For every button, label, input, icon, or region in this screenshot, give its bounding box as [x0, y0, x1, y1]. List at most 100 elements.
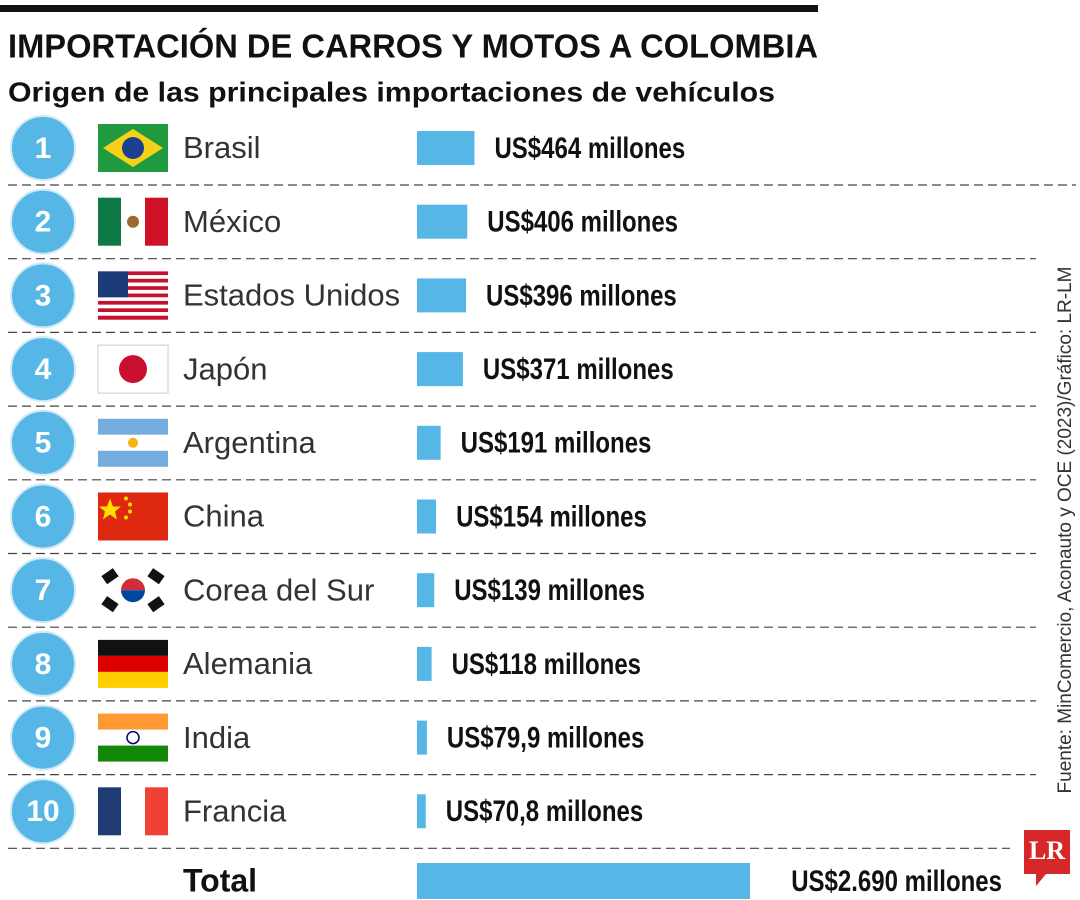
- rank-badge: [10, 630, 76, 697]
- rank-badge: [10, 115, 76, 181]
- rank-badge: [10, 409, 76, 476]
- flag-part: [119, 355, 147, 384]
- country-name: Corea del Sur: [183, 572, 374, 607]
- flag-part: [126, 730, 140, 745]
- country-name: México: [183, 204, 281, 239]
- flag-part: [98, 278, 168, 283]
- rank-number: 5: [35, 427, 52, 460]
- flag-part: [147, 596, 165, 613]
- flag-part: [98, 271, 128, 298]
- rank-badge: [10, 704, 76, 771]
- flag: [98, 639, 168, 688]
- flag-part: [121, 787, 145, 836]
- flag: [98, 566, 168, 615]
- flag-part: [127, 215, 139, 228]
- bar: [417, 499, 437, 534]
- flag: [98, 197, 168, 246]
- country-name: Argentina: [183, 425, 316, 460]
- logo-box: [1024, 830, 1070, 874]
- country-name: India: [183, 720, 251, 755]
- chart-subtitle: Origen de las principales importaciones …: [8, 76, 775, 107]
- flag-part: [99, 498, 121, 520]
- rank-badge: [10, 778, 76, 845]
- rank-number: 6: [35, 500, 52, 533]
- value-label: US$79,9 millones: [447, 722, 644, 755]
- flag-part: [98, 450, 168, 467]
- bar: [417, 573, 435, 608]
- value-label: US$191 millones: [461, 427, 652, 460]
- rank-number: 7: [35, 574, 52, 607]
- flag-part: [98, 286, 168, 291]
- flag-part: [98, 304, 168, 309]
- flag-part: [128, 509, 132, 514]
- rank-badge: [10, 557, 76, 624]
- flag-part: [98, 729, 168, 746]
- flag-part: [121, 578, 145, 591]
- bar: [417, 131, 475, 165]
- flag-part: [98, 282, 168, 287]
- value-label: US$371 millones: [483, 353, 674, 386]
- flag-part: [128, 437, 138, 448]
- bar: [417, 794, 426, 829]
- flag-part: [98, 300, 168, 305]
- bar: [417, 425, 441, 460]
- logo: LR: [1024, 830, 1070, 886]
- country-name: Francia: [183, 793, 287, 828]
- rank-badge: [10, 336, 76, 403]
- flag-part: [101, 596, 119, 613]
- flag-part: [147, 568, 165, 585]
- value-label: US$139 millones: [454, 574, 645, 607]
- flag-part: [98, 418, 168, 435]
- flag: [98, 492, 168, 541]
- rank-number: 2: [35, 206, 52, 239]
- rank-number: 4: [35, 353, 52, 386]
- flag-part: [145, 787, 168, 836]
- flag-part: [101, 568, 119, 585]
- flag-part: [145, 197, 168, 246]
- flag-part: [121, 590, 145, 603]
- total-value-label: US$2.690 millones: [791, 865, 1002, 898]
- flag-part: [98, 713, 168, 730]
- value-label: US$464 millones: [494, 132, 685, 165]
- flag-part: [98, 655, 168, 672]
- flag-part: [98, 275, 168, 280]
- value-label: US$406 millones: [487, 206, 678, 239]
- rank-badge: [10, 262, 76, 329]
- flag: [98, 271, 168, 320]
- flag: [98, 418, 168, 467]
- rank-number: 8: [35, 648, 52, 681]
- flag: [98, 787, 168, 836]
- flag-part: [98, 787, 121, 836]
- bar: [417, 720, 427, 755]
- flag-part: [98, 315, 168, 320]
- total-label: Total: [183, 862, 257, 898]
- flag-part: [98, 197, 121, 246]
- flag-part: [98, 297, 168, 302]
- flag-part: [98, 308, 168, 313]
- logo-tail: [1036, 874, 1046, 886]
- flag-part: [98, 745, 168, 762]
- flag-part: [98, 293, 168, 298]
- rank-badge: [10, 188, 76, 255]
- value-label: US$396 millones: [486, 279, 677, 312]
- chart-title: IMPORTACIÓN DE CARROS Y MOTOS A COLOMBIA: [8, 28, 818, 65]
- flag-part: [98, 312, 168, 317]
- value-label: US$154 millones: [456, 500, 647, 533]
- bar: [417, 278, 467, 313]
- flag: [97, 344, 169, 394]
- flag-part: [98, 289, 168, 294]
- flag-part: [98, 671, 168, 688]
- bar: [417, 646, 432, 681]
- total-bar: [417, 863, 750, 899]
- flag-part: [124, 515, 128, 520]
- country-name: China: [183, 499, 265, 534]
- flag-part: [124, 496, 128, 501]
- flag: [98, 713, 168, 762]
- value-label: US$118 millones: [452, 648, 641, 681]
- rank-number: 3: [35, 279, 52, 312]
- rank-number: 10: [26, 795, 59, 828]
- flag-part: [128, 502, 132, 507]
- country-name: Japón: [183, 351, 267, 386]
- rank-number: 1: [35, 132, 52, 165]
